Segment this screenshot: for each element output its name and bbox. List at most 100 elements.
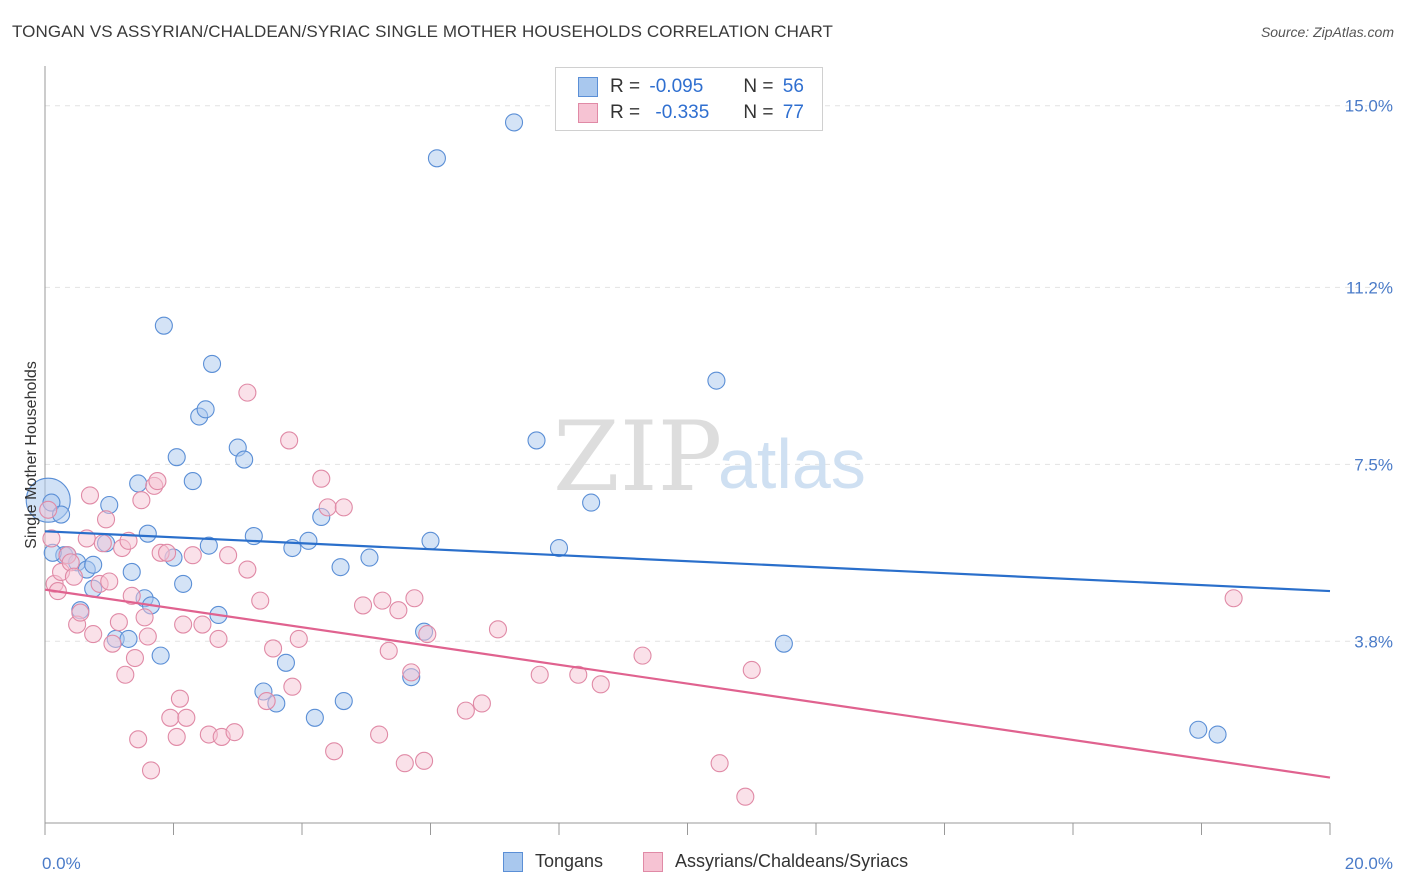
assyrian-point [129, 730, 148, 749]
tongan-point [199, 536, 218, 555]
assyrian-point [1224, 589, 1243, 608]
assyrian-point [158, 543, 177, 562]
tongan-point [707, 371, 726, 390]
y-tick-label: 7.5% [1354, 455, 1393, 474]
assyrian-point [141, 761, 161, 780]
assyrian-point [318, 498, 337, 517]
tongan-point [582, 493, 601, 512]
tongan-point [122, 562, 141, 581]
legend-swatch-tongans [578, 77, 598, 97]
x-tick-label: 0.0% [42, 854, 81, 873]
tongan-point [334, 692, 353, 711]
series-swatch-assyrians [643, 851, 663, 872]
assyrian-point [84, 625, 103, 644]
assyrian-point [402, 663, 421, 682]
assyrian-point [395, 754, 414, 773]
assyrian-point [456, 701, 475, 720]
assyrian-point [238, 560, 257, 579]
assyrian-point [280, 431, 299, 450]
tongan-point [774, 634, 793, 653]
y-tick-label: 11.2% [1346, 278, 1393, 297]
assyrian-point [283, 677, 302, 696]
legend-row-tongans: R = -0.095 N = 56 [578, 75, 804, 99]
tongan-point [84, 555, 103, 574]
assyrian-point [633, 646, 652, 665]
y-axis-label: Single Mother Households [23, 361, 40, 549]
tongan-point [235, 450, 254, 469]
chart-title: TONGAN VS ASSYRIAN/CHALDEAN/SYRIAC SINGL… [12, 22, 834, 41]
assyrian-point [183, 546, 202, 565]
legend-r-value: -0.095 [649, 76, 704, 97]
tongan-point [1189, 720, 1208, 739]
assyrian-point [472, 694, 491, 713]
tongan-point [299, 531, 318, 550]
assyrian-point [71, 603, 90, 622]
tongan-point [360, 548, 379, 567]
assyrian-point [138, 627, 157, 646]
assyrian-point [193, 615, 212, 634]
series-legend-tongans: Tongans [503, 851, 603, 872]
tongan-point [183, 472, 202, 491]
assyrian-point [405, 589, 424, 608]
assyrian-point [209, 629, 228, 648]
assyrian-point [125, 648, 144, 668]
tongan-point [196, 400, 215, 419]
assyrian-point [122, 586, 141, 605]
assyrian-point [353, 596, 373, 615]
assyrian-point [39, 500, 58, 519]
assyrian-point [116, 665, 135, 684]
assyrian-point [370, 725, 389, 744]
assyrian-point [238, 383, 257, 402]
assyrian-point [325, 742, 344, 761]
watermark-atlas: atlas [718, 425, 866, 503]
y-tick-label: 15.0% [1345, 97, 1393, 116]
assyrian-point [109, 613, 128, 632]
assyrian-point [569, 665, 588, 684]
tongan-point [549, 538, 569, 558]
assyrian-point [418, 625, 437, 644]
legend-r-value: -0.335 [655, 102, 710, 123]
source-label: Source: ZipAtlas.com [1260, 24, 1394, 40]
assyrian-point [591, 675, 610, 694]
assyrian-point [710, 754, 729, 773]
assyrian-point [219, 546, 238, 565]
series-swatch-tongans [503, 851, 523, 872]
assyrian-point [161, 708, 180, 727]
assyrian-point [170, 689, 189, 708]
assyrian-point [42, 529, 61, 548]
legend-n-label: N = [743, 102, 774, 123]
series-legend: Tongans Assyrians/Chaldeans/Syriacs [0, 851, 1406, 877]
assyrian-point [80, 486, 100, 505]
tongan-point [276, 653, 295, 672]
assyrian-point [103, 634, 122, 653]
tongan-point [203, 354, 222, 373]
trend-lines [44, 530, 1331, 779]
assyrian-point [64, 567, 83, 586]
assyrian-point [251, 591, 270, 610]
assyrian-point [530, 665, 549, 684]
tongan-point [167, 448, 186, 467]
assyrian-point [167, 727, 186, 746]
series-legend-assyrians: Assyrians/Chaldeans/Syriacs [643, 851, 908, 872]
assyrian-point [334, 498, 353, 517]
axes [44, 66, 1331, 835]
y-tick-label: 3.8% [1354, 632, 1393, 651]
tongan-point [151, 646, 170, 665]
assyrian-point [373, 591, 392, 610]
assyrian-point [96, 510, 116, 529]
assyrian-point [93, 534, 112, 553]
assyrian-point [135, 608, 154, 627]
legend-n-label: N = [743, 76, 774, 97]
assyrian-point [736, 787, 755, 806]
legend-n-value: 77 [782, 102, 804, 123]
tongan-point [138, 524, 157, 543]
assyrian-point [264, 639, 283, 658]
series-label-tongans: Tongans [535, 851, 604, 871]
correlation-legend: R = -0.095 N = 56 R = -0.335 N = 77 [555, 67, 823, 131]
watermark: ZIP atlas [553, 401, 866, 513]
assyrian-point [174, 615, 193, 634]
legend-swatch-assyrians [578, 103, 598, 123]
tongan-point [421, 531, 440, 550]
tongan-trend-line [44, 530, 1331, 593]
